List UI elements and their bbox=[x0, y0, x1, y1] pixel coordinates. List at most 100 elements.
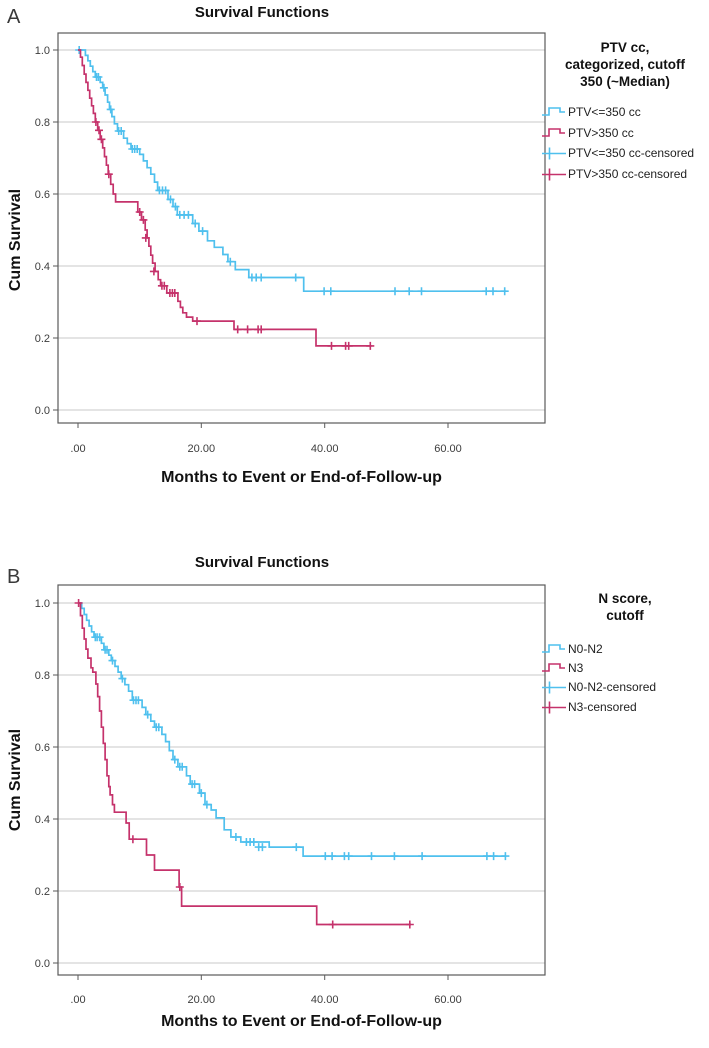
censored-mark bbox=[118, 674, 127, 683]
censored-mark bbox=[344, 341, 353, 350]
censored-mark bbox=[321, 852, 330, 861]
censored-mark bbox=[170, 289, 179, 297]
panel-b-axis-ticks: 0.0 0.2 0.4 0.6 0.8 1.0 .00 20.00 40.00 60.00 bbox=[35, 598, 462, 1006]
panel-a-series-0 bbox=[75, 46, 509, 296]
y-tick-label: 1.0 bbox=[35, 598, 50, 610]
step-line-icon bbox=[542, 663, 565, 672]
censored-mark bbox=[154, 723, 163, 732]
y-tick-label: 1.0 bbox=[35, 45, 50, 57]
legend-item-label: PTV<=350 cc bbox=[568, 105, 641, 120]
y-tick-label: 0.2 bbox=[35, 886, 50, 898]
y-tick-label: 0.6 bbox=[35, 742, 50, 754]
x-tick-label: 60.00 bbox=[434, 994, 462, 1006]
legend-item: PTV>350 cc-censored bbox=[541, 164, 709, 185]
legend-item-label: PTV>350 cc bbox=[568, 125, 634, 140]
y-tick-label: 0.0 bbox=[35, 405, 50, 417]
censored-mark bbox=[139, 215, 148, 224]
censored-mark bbox=[367, 852, 376, 861]
censored-mark bbox=[257, 325, 266, 334]
panel-b-series-0 bbox=[78, 602, 510, 861]
censored-plus-icon bbox=[542, 147, 566, 160]
censored-mark bbox=[74, 599, 83, 607]
censored-mark bbox=[134, 696, 143, 705]
censored-mark bbox=[249, 838, 258, 846]
censored-mark bbox=[418, 852, 427, 861]
censored-mark bbox=[366, 341, 375, 350]
censored-mark bbox=[178, 762, 187, 771]
legend-item: PTV<=350 cc-censored bbox=[541, 143, 709, 164]
censored-mark bbox=[489, 852, 498, 861]
panel-a-label: A bbox=[7, 6, 21, 28]
legend-item: N3-censored bbox=[541, 697, 709, 716]
legend-item-label: N3 bbox=[568, 661, 584, 676]
censored-mark bbox=[117, 127, 126, 135]
legend-item-label: N3-censored bbox=[568, 699, 637, 714]
censored-mark bbox=[258, 843, 267, 852]
panel-b-legend-title: N score, cutoff bbox=[544, 590, 706, 624]
censored-mark bbox=[482, 287, 491, 296]
legend-item-label: PTV<=350 cc-censored bbox=[568, 146, 695, 161]
x-tick-label: 40.00 bbox=[311, 443, 339, 455]
legend-title-line: 350 (~Median) bbox=[580, 74, 670, 89]
x-tick-label: 60.00 bbox=[434, 443, 462, 455]
censored-mark bbox=[161, 186, 170, 195]
legend-title-line: categorized, cutoff bbox=[564, 57, 685, 72]
censored-mark bbox=[141, 233, 150, 242]
x-tick-label: 40.00 bbox=[311, 994, 339, 1006]
censored-mark bbox=[257, 273, 266, 282]
panel-b-series-1 bbox=[74, 599, 414, 929]
censored-mark bbox=[184, 210, 193, 219]
censored-mark bbox=[405, 287, 414, 296]
y-tick-label: 0.8 bbox=[35, 117, 50, 129]
legend-item: N0-N2 bbox=[541, 639, 709, 658]
censored-mark bbox=[103, 645, 111, 654]
step-line-icon bbox=[542, 107, 565, 117]
legend-item-label: N0-N2 bbox=[568, 641, 603, 656]
survival-curve bbox=[78, 49, 372, 347]
censored-mark bbox=[133, 145, 142, 153]
censored-mark bbox=[482, 852, 491, 861]
censored-mark bbox=[170, 755, 179, 764]
censored-mark bbox=[328, 920, 337, 929]
legend-title-line: PTV cc, bbox=[600, 40, 650, 55]
x-tick-label: 20.00 bbox=[188, 443, 216, 455]
censored-mark bbox=[320, 287, 329, 296]
censored-mark bbox=[108, 656, 117, 665]
censored-mark bbox=[171, 202, 180, 211]
panel-b-gridlines bbox=[58, 602, 545, 964]
legend-title-line: cutoff bbox=[606, 608, 644, 623]
panel-b-title: Survival Functions bbox=[194, 554, 330, 571]
censored-mark bbox=[390, 852, 399, 861]
censored-plus-icon bbox=[542, 681, 566, 694]
panel-a-gridlines bbox=[58, 49, 545, 411]
censored-mark bbox=[501, 852, 510, 861]
censored-mark bbox=[291, 273, 300, 282]
censored-mark bbox=[94, 73, 103, 81]
survival-curve bbox=[78, 49, 506, 293]
panel-a-y-axis-title: Cum Survival bbox=[7, 188, 24, 292]
censored-mark bbox=[243, 325, 252, 334]
x-tick-label: .00 bbox=[70, 443, 85, 455]
panel-b-plot-frame bbox=[57, 584, 546, 976]
censored-mark bbox=[292, 843, 301, 852]
panel-a-series-1 bbox=[78, 49, 375, 350]
censored-mark bbox=[328, 852, 337, 861]
legend-item: N0-N2-censored bbox=[541, 678, 709, 697]
censored-mark bbox=[344, 852, 353, 861]
censored-plus-icon bbox=[542, 701, 566, 714]
panel-b-y-axis-title: Cum Survival bbox=[7, 728, 24, 832]
panel-a-axis-ticks: 0.0 0.2 0.4 0.6 0.8 1.0 .00 20.00 40.00 60.00 bbox=[35, 45, 462, 455]
censored-mark bbox=[231, 833, 240, 841]
y-tick-label: 0.0 bbox=[35, 958, 50, 970]
y-tick-label: 0.4 bbox=[35, 814, 50, 826]
censored-mark bbox=[326, 287, 335, 296]
panel-b-x-axis-title: Months to Event or End-of-Follow-up bbox=[161, 1013, 442, 1030]
step-line-icon bbox=[542, 127, 565, 137]
censored-mark bbox=[95, 126, 103, 135]
censored-mark bbox=[149, 267, 158, 276]
censored-mark bbox=[197, 789, 206, 798]
censored-mark bbox=[175, 883, 184, 891]
legend-item: PTV>350 cc bbox=[541, 123, 709, 144]
censored-mark bbox=[99, 83, 108, 92]
